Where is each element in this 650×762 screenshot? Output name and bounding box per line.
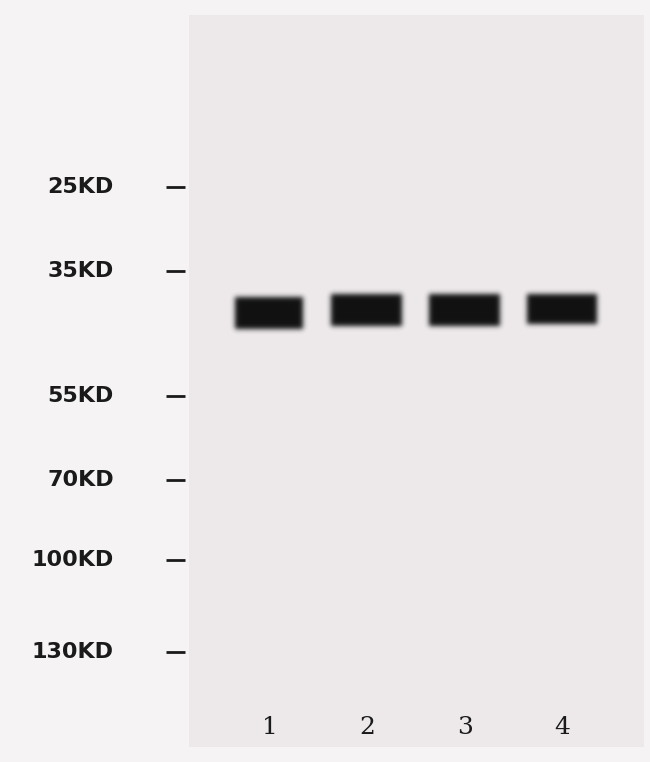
- Text: 55KD: 55KD: [47, 386, 114, 406]
- Text: 1: 1: [262, 716, 278, 739]
- Text: 100KD: 100KD: [31, 550, 114, 570]
- Text: 2: 2: [359, 716, 375, 739]
- Text: 130KD: 130KD: [32, 642, 114, 661]
- Text: 4: 4: [554, 716, 570, 739]
- Text: 3: 3: [457, 716, 473, 739]
- Text: 70KD: 70KD: [47, 470, 114, 490]
- Bar: [188, 15, 644, 747]
- Text: 25KD: 25KD: [47, 177, 114, 197]
- Text: 35KD: 35KD: [47, 261, 114, 280]
